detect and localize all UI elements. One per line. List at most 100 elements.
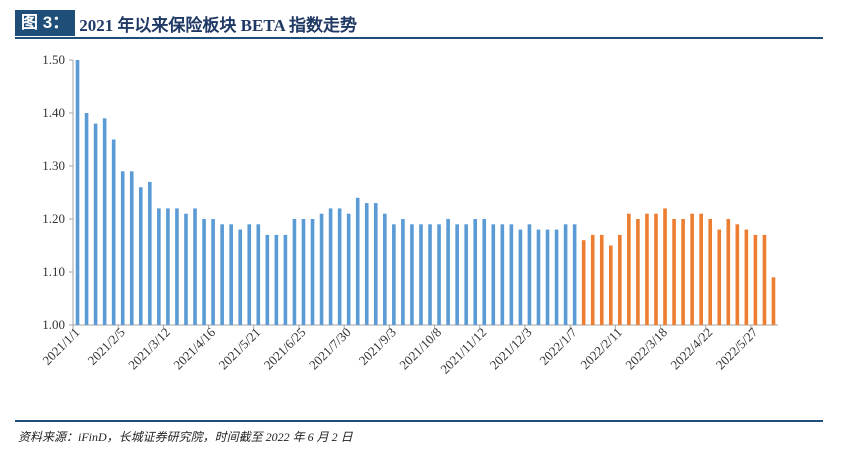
bar-2021 [310,219,315,325]
x-tick-label: 2021/11/12 [437,325,489,377]
x-tick-label: 2021/7/30 [306,325,354,373]
x-tick-label: 2021/2/5 [85,325,128,368]
bar-2021 [265,234,270,325]
bar-2022 [708,219,713,325]
bar-2021 [129,171,134,325]
x-tick-label: 2021/9/3 [356,325,399,368]
bar-2021 [175,208,179,325]
bar-2021 [392,224,396,325]
bar-2021 [346,213,351,325]
y-tick-label: 1.30 [42,158,65,173]
bar-2021 [446,219,450,325]
bar-2021 [401,219,405,325]
bar-2021 [545,229,550,325]
bar-2022 [654,213,658,325]
bar-2021 [138,187,143,325]
bar-2021 [157,208,161,325]
bar-2022 [753,234,758,325]
bar-2021 [383,213,387,325]
bar-2022 [744,229,749,325]
bar-2021 [211,219,215,325]
bar-2021 [428,224,432,325]
bar-2022 [581,240,586,325]
bar-2021 [229,224,233,325]
bar-2022 [599,234,604,325]
bar-2021 [274,234,279,325]
x-tick-label: 2022/5/27 [713,324,761,372]
bar-2021 [319,213,324,325]
source-note: 资料来源：iFinD，长城证券研究院，时间截至 2022 年 6 月 2 日 [18,430,353,444]
bar-2021 [301,219,306,325]
bar-2022 [771,277,776,325]
bar-2022 [627,213,631,325]
bar-2021 [509,224,514,325]
bar-2022 [717,229,722,325]
bar-2022 [645,213,649,325]
bar-2021 [364,203,369,325]
bar-2022 [608,245,613,325]
y-tick-label: 1.00 [42,317,65,332]
x-tick-label: 2021/6/25 [261,325,309,373]
bar-2021 [482,219,487,325]
bar-2021 [518,229,523,325]
bar-2022 [663,208,667,325]
bar-2022 [636,219,640,325]
y-tick-label: 1.20 [42,211,65,226]
bar-2021 [554,229,559,325]
bar-2021 [500,224,505,325]
y-tick-label: 1.40 [42,105,65,120]
top-rule [15,37,823,39]
x-tick-label: 2021/5/21 [216,325,264,373]
bar-2021 [111,139,116,325]
bar-2022 [699,213,703,325]
bar-2021 [102,118,107,325]
bar-2021 [563,224,568,325]
bar-2021 [283,234,288,325]
bar-2021 [193,208,197,325]
y-tick-label: 1.10 [42,264,65,279]
bar-2021 [355,197,360,325]
bar-2021 [84,113,89,325]
bar-2021 [419,224,423,325]
bar-2021 [202,219,206,325]
bar-2022 [618,234,622,325]
x-tick-label: 2022/3/18 [622,325,670,373]
bar-2022 [672,219,676,325]
x-tick-label: 2021/4/16 [170,324,218,372]
x-tick-label: 2022/4/22 [667,325,715,373]
bar-2021 [373,203,378,325]
bar-2021 [184,213,188,325]
x-tick-label: 2022/1/7 [536,324,580,368]
bar-2021 [337,208,342,325]
bottom-rule [15,420,823,422]
figure-label: 图 3： [15,10,76,36]
x-tick-label: 2021/12/3 [487,325,535,373]
y-tick-label: 1.50 [42,52,65,67]
bar-2021 [437,224,441,325]
bar-2022 [726,219,731,325]
bar-2021 [491,224,496,325]
bar-2021 [572,224,577,325]
bar-2021 [238,229,243,325]
x-tick-label: 2022/2/11 [577,325,625,373]
bar-2021 [464,224,468,325]
bar-2021 [247,224,252,325]
bar-2022 [681,219,685,325]
bar-2021 [93,123,98,325]
bar-2021 [410,224,414,325]
bar-2021 [220,224,224,325]
bar-2022 [690,213,694,325]
bar-2021 [75,60,80,325]
x-tick-label: 2021/3/12 [125,325,173,373]
bar-2021 [256,224,261,325]
bar-2022 [762,234,767,325]
bar-2021 [527,224,532,325]
bar-2022 [590,234,595,325]
bar-2022 [735,224,740,325]
bar-2021 [166,208,170,325]
bar-2021 [292,219,297,325]
chart-title: 2021 年以来保险板块 BETA 指数走势 [79,15,358,35]
bar-2021 [536,229,541,325]
bar-2021 [328,208,333,325]
